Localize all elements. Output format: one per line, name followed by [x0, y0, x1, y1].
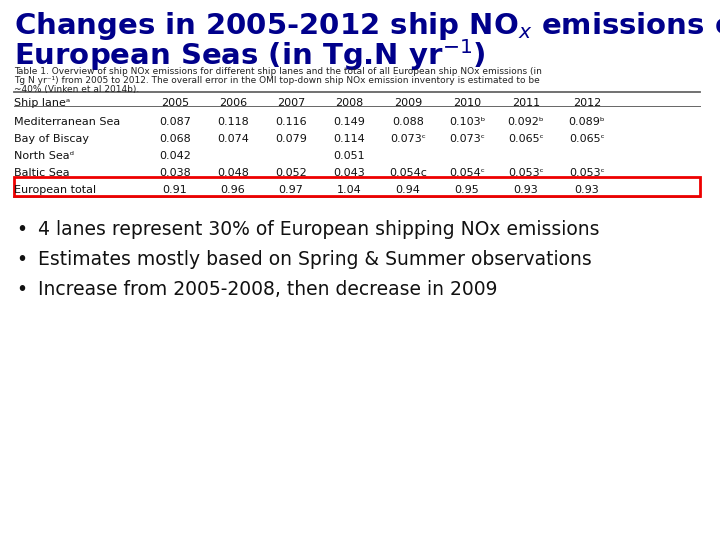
- Text: Table 1. Overview of ship NOx emissions for different ship lanes and the total o: Table 1. Overview of ship NOx emissions …: [14, 67, 542, 76]
- Text: •: •: [16, 220, 27, 239]
- Text: 0.068: 0.068: [159, 134, 191, 144]
- Text: 0.065ᶜ: 0.065ᶜ: [508, 134, 544, 144]
- Text: 0.048: 0.048: [217, 168, 249, 178]
- Text: 0.074: 0.074: [217, 134, 249, 144]
- Text: 4 lanes represent 30% of European shipping NOx emissions: 4 lanes represent 30% of European shippi…: [38, 220, 600, 239]
- Text: 0.054ᶜ: 0.054ᶜ: [449, 168, 485, 178]
- Text: Baltic Sea: Baltic Sea: [14, 168, 70, 178]
- Text: 0.149: 0.149: [333, 117, 365, 127]
- Text: 0.079: 0.079: [275, 134, 307, 144]
- Text: 0.051: 0.051: [333, 151, 365, 161]
- Text: 0.96: 0.96: [220, 185, 246, 195]
- Text: 2008: 2008: [335, 98, 363, 108]
- Text: ~40% (Vinken et al 2014b).: ~40% (Vinken et al 2014b).: [14, 85, 139, 94]
- Text: 0.073ᶜ: 0.073ᶜ: [390, 134, 426, 144]
- Text: 0.065ᶜ: 0.065ᶜ: [569, 134, 605, 144]
- Text: 2011: 2011: [512, 98, 540, 108]
- Text: 2005: 2005: [161, 98, 189, 108]
- Text: 0.053ᶜ: 0.053ᶜ: [569, 168, 605, 178]
- Text: 0.038: 0.038: [159, 168, 191, 178]
- Text: 0.087: 0.087: [159, 117, 191, 127]
- Text: 1.04: 1.04: [337, 185, 361, 195]
- Text: Increase from 2005-2008, then decrease in 2009: Increase from 2005-2008, then decrease i…: [38, 280, 498, 299]
- FancyBboxPatch shape: [14, 177, 700, 196]
- Text: European Seas (in Tg.N yr$^{-1}$): European Seas (in Tg.N yr$^{-1}$): [14, 37, 486, 73]
- Text: 0.052: 0.052: [275, 168, 307, 178]
- Text: •: •: [16, 280, 27, 299]
- Text: 0.97: 0.97: [279, 185, 303, 195]
- Text: 0.93: 0.93: [575, 185, 599, 195]
- Text: 0.042: 0.042: [159, 151, 191, 161]
- Text: 2006: 2006: [219, 98, 247, 108]
- Text: Tg N yr⁻¹) from 2005 to 2012. The overall error in the OMI top-down ship NOx emi: Tg N yr⁻¹) from 2005 to 2012. The overal…: [14, 76, 540, 85]
- Text: 0.116: 0.116: [275, 117, 307, 127]
- Text: 0.043: 0.043: [333, 168, 365, 178]
- Text: Ship laneᵃ: Ship laneᵃ: [14, 98, 71, 108]
- Text: 0.118: 0.118: [217, 117, 249, 127]
- Text: 2007: 2007: [277, 98, 305, 108]
- Text: 0.073ᶜ: 0.073ᶜ: [449, 134, 485, 144]
- Text: 0.054c: 0.054c: [389, 168, 427, 178]
- Text: •: •: [16, 250, 27, 269]
- Text: 0.092ᵇ: 0.092ᵇ: [508, 117, 544, 127]
- Text: North Seaᵈ: North Seaᵈ: [14, 151, 74, 161]
- Text: 0.91: 0.91: [163, 185, 187, 195]
- Text: 2010: 2010: [453, 98, 481, 108]
- Text: 0.103ᵇ: 0.103ᵇ: [449, 117, 485, 127]
- Text: Changes in 2005-2012 ship NO$_x$ emissions over: Changes in 2005-2012 ship NO$_x$ emissio…: [14, 10, 720, 42]
- Text: 0.94: 0.94: [395, 185, 420, 195]
- Text: Estimates mostly based on Spring & Summer observations: Estimates mostly based on Spring & Summe…: [38, 250, 592, 269]
- Text: 0.053ᶜ: 0.053ᶜ: [508, 168, 544, 178]
- Text: 0.114: 0.114: [333, 134, 365, 144]
- Text: 0.95: 0.95: [454, 185, 480, 195]
- Text: 0.089ᵇ: 0.089ᵇ: [569, 117, 606, 127]
- Text: Bay of Biscay: Bay of Biscay: [14, 134, 89, 144]
- Text: Mediterranean Sea: Mediterranean Sea: [14, 117, 120, 127]
- Text: 0.088: 0.088: [392, 117, 424, 127]
- Text: 2009: 2009: [394, 98, 422, 108]
- Text: European total: European total: [14, 185, 96, 195]
- Text: 2012: 2012: [573, 98, 601, 108]
- Text: 0.93: 0.93: [513, 185, 539, 195]
